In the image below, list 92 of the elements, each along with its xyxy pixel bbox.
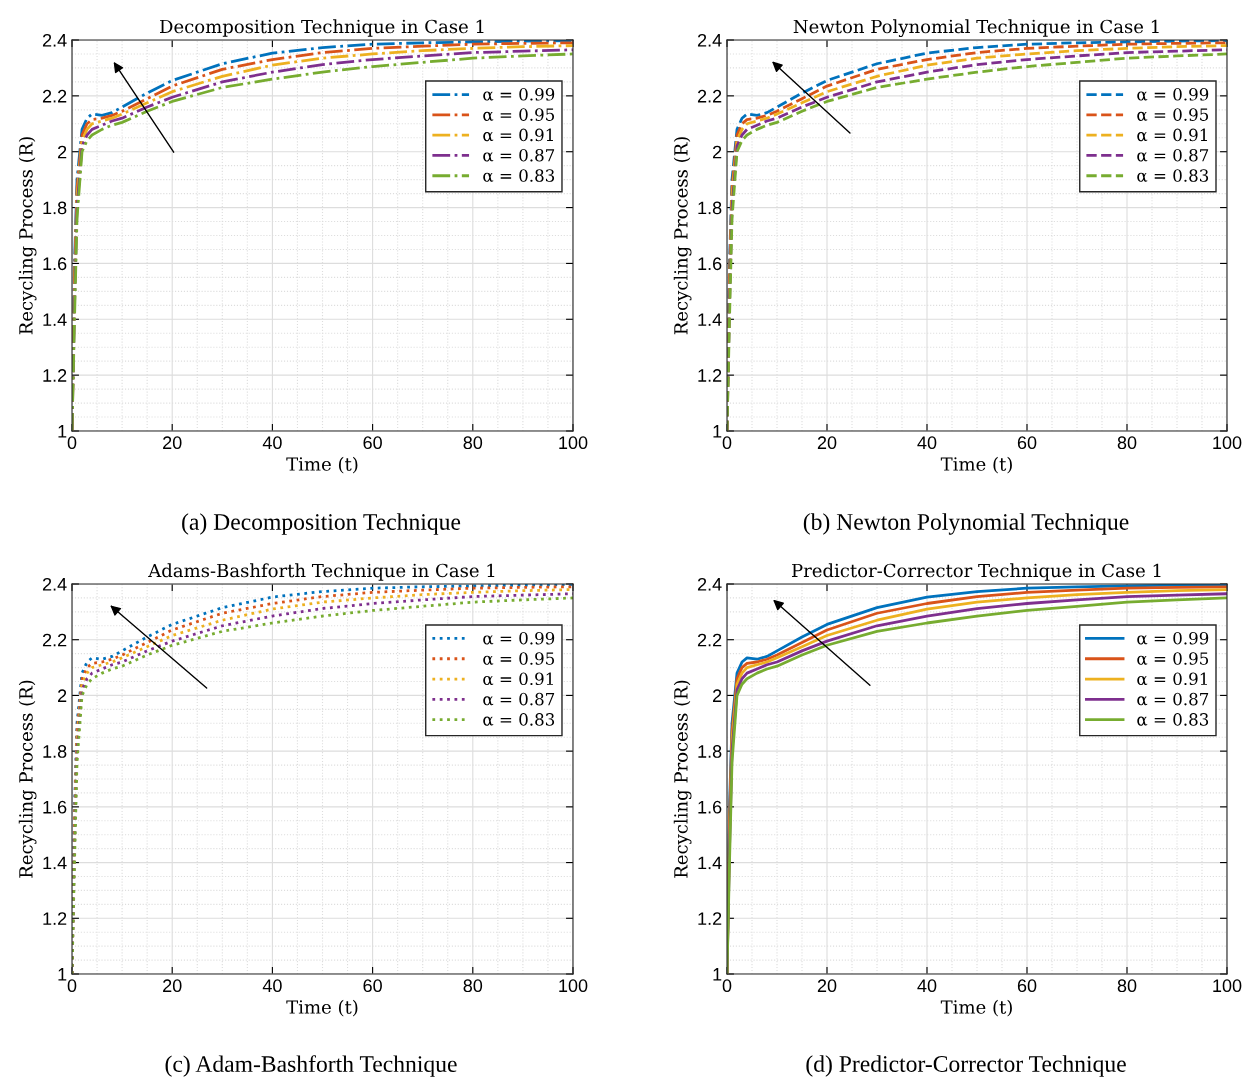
legend-label: α = 0.99 (1137, 631, 1209, 645)
y-tick-label: 2.4 (697, 577, 722, 591)
y-tick-label: 1.4 (43, 313, 67, 326)
y-tick-label: 1.6 (43, 800, 67, 814)
legend-label: α = 0.95 (483, 652, 555, 665)
chart-title: Adams-Bashforth Technique in Case 1 (148, 563, 495, 581)
y-tick-label: 1.2 (43, 369, 67, 382)
y-tick-label: 1.6 (698, 800, 722, 814)
x-axis-title: Time (t) (286, 456, 358, 474)
x-tick-label: 60 (1017, 436, 1037, 450)
y-tick-label: 2.4 (42, 577, 67, 591)
x-tick-label: 0 (722, 979, 732, 993)
x-tick-label: 100 (1213, 979, 1242, 993)
legend-label: α = 0.99 (483, 631, 555, 645)
x-tick-label: 20 (817, 979, 837, 993)
y-tick-label: 1.4 (698, 856, 722, 870)
x-tick-label: 0 (67, 436, 77, 450)
legend-label: α = 0.83 (483, 713, 555, 726)
legend-label: α = 0.83 (1137, 713, 1209, 726)
legend-label: α = 0.95 (1137, 108, 1209, 121)
y-tick-label: 1.8 (698, 201, 722, 215)
legend-label: α = 0.87 (1137, 692, 1209, 706)
x-tick-label: 40 (262, 436, 282, 450)
x-tick-label: 80 (463, 979, 483, 993)
legend-label: α = 0.91 (483, 128, 553, 142)
x-axis-title: Time (t) (940, 456, 1012, 474)
x-tick-label: 40 (262, 979, 282, 993)
x-tick-label: 20 (817, 436, 837, 450)
x-tick-label: 100 (559, 979, 588, 993)
y-tick-label: 2.2 (42, 633, 67, 647)
legend-label: α = 0.83 (1137, 169, 1209, 182)
y-tick-label: 1 (713, 425, 722, 438)
text: (c) Adam-Bashforth Technique (165, 1055, 457, 1077)
x-tick-label: 80 (463, 436, 483, 450)
legend-label: α = 0.99 (483, 88, 555, 101)
legend-label: α = 0.99 (1137, 88, 1209, 101)
y-tick-label: 2.2 (697, 633, 722, 647)
legend-label: α = 0.83 (483, 169, 555, 182)
y-tick-label: 1.2 (43, 912, 67, 925)
y-tick-label: 2 (713, 145, 722, 159)
y-tick-label: 2.2 (42, 89, 67, 103)
legend-label: α = 0.87 (483, 692, 555, 706)
y-tick-label: 1.4 (698, 313, 722, 326)
x-tick-label: 0 (722, 436, 732, 450)
legend-label: α = 0.91 (1137, 128, 1207, 142)
text: (b) Newton Polynomial Technique (803, 513, 1129, 535)
y-axis-title: Recycling Process (R) (18, 137, 37, 335)
legend-label: α = 0.95 (483, 108, 555, 121)
x-tick-label: 60 (363, 979, 382, 993)
y-tick-label: 2.4 (697, 33, 722, 47)
y-tick-label: 1.4 (43, 856, 67, 870)
x-tick-label: 40 (917, 979, 937, 993)
legend-label: α = 0.87 (1137, 148, 1209, 162)
x-axis-title: Time (t) (286, 999, 358, 1017)
x-tick-label: 100 (1213, 436, 1242, 450)
y-axis-title: Recycling Process (R) (18, 680, 37, 878)
x-axis-title: Time (t) (940, 999, 1012, 1017)
legend-label: α = 0.91 (483, 672, 553, 686)
y-tick-label: 1.2 (698, 369, 722, 382)
y-tick-label: 1.6 (698, 257, 722, 271)
y-tick-label: 1 (58, 425, 67, 438)
x-tick-label: 60 (363, 436, 382, 450)
y-tick-label: 1.8 (43, 745, 67, 758)
legend-label: α = 0.87 (483, 148, 555, 162)
y-tick-label: 2.2 (697, 89, 722, 103)
y-tick-label: 1.6 (43, 257, 67, 271)
y-tick-label: 1 (713, 968, 722, 981)
y-tick-label: 1.8 (698, 745, 722, 758)
y-axis-title: Recycling Process (R) (673, 680, 692, 878)
x-tick-label: 100 (559, 436, 588, 450)
y-tick-label: 1.8 (43, 201, 67, 215)
chart-title: Decomposition Technique in Case 1 (160, 19, 484, 37)
text: (a) Decomposition Technique (182, 513, 461, 535)
legend-label: α = 0.95 (1137, 652, 1209, 665)
chart-title: Predictor-Corrector Technique in Case 1 (792, 563, 1161, 581)
x-tick-label: 0 (67, 979, 77, 993)
legend-label: α = 0.91 (1137, 672, 1207, 686)
y-axis-title: Recycling Process (R) (673, 137, 692, 335)
x-tick-label: 80 (1117, 979, 1137, 993)
x-tick-label: 20 (163, 979, 182, 993)
y-tick-label: 2.4 (42, 33, 67, 47)
y-tick-label: 2 (713, 689, 722, 702)
chart-title: Newton Polynomial Technique in Case 1 (793, 19, 1159, 38)
x-tick-label: 80 (1117, 436, 1137, 450)
x-tick-label: 20 (163, 436, 182, 450)
y-tick-label: 1 (58, 968, 67, 981)
x-tick-label: 60 (1017, 979, 1037, 993)
x-tick-label: 40 (917, 436, 937, 450)
y-tick-label: 2 (58, 145, 67, 159)
y-tick-label: 1.2 (698, 912, 722, 925)
text: (d) Predictor-Corrector Technique (806, 1055, 1126, 1077)
y-tick-label: 2 (58, 689, 67, 702)
